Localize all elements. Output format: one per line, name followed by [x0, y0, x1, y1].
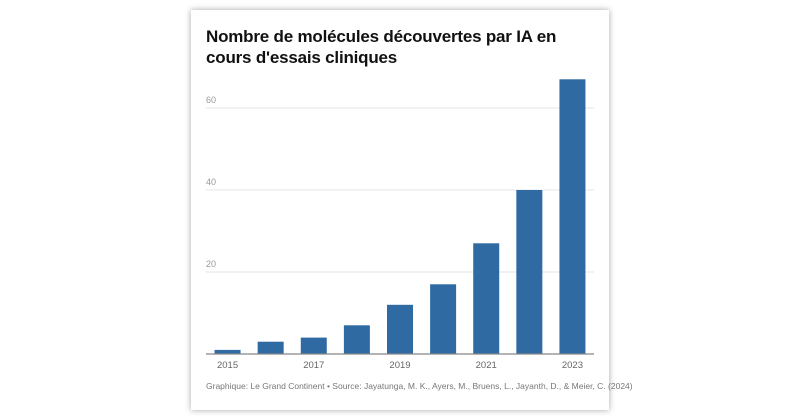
x-tick-label: 2017 [303, 360, 324, 371]
bar-2023 [559, 79, 586, 355]
bar-2016 [257, 341, 284, 354]
chart-card: Nombre de molécules découvertes par IA e… [191, 10, 633, 410]
bar-2022 [516, 190, 543, 354]
bar-2017 [300, 337, 327, 354]
x-tick-label: 2021 [476, 360, 497, 371]
bar-2020 [430, 284, 457, 354]
x-tick-label: 2023 [562, 360, 583, 371]
chart-source: Graphique: Le Grand Continent • Source: … [206, 381, 633, 391]
bar-2019 [387, 304, 413, 354]
x-tick-label: 2015 [217, 360, 238, 371]
y-tick-label: 60 [206, 95, 216, 105]
bar-2021 [473, 243, 500, 354]
x-tick-label: 2019 [389, 360, 410, 371]
bar-2018 [343, 325, 370, 354]
bar-chart: 20 40 60 2015 2017 2019 2021 2023 [206, 79, 594, 371]
y-tick-label: 40 [206, 177, 216, 187]
y-tick-label: 20 [206, 259, 216, 269]
bar-2015 [214, 349, 241, 354]
chart-title: Nombre de molécules découvertes par IA e… [206, 27, 557, 67]
